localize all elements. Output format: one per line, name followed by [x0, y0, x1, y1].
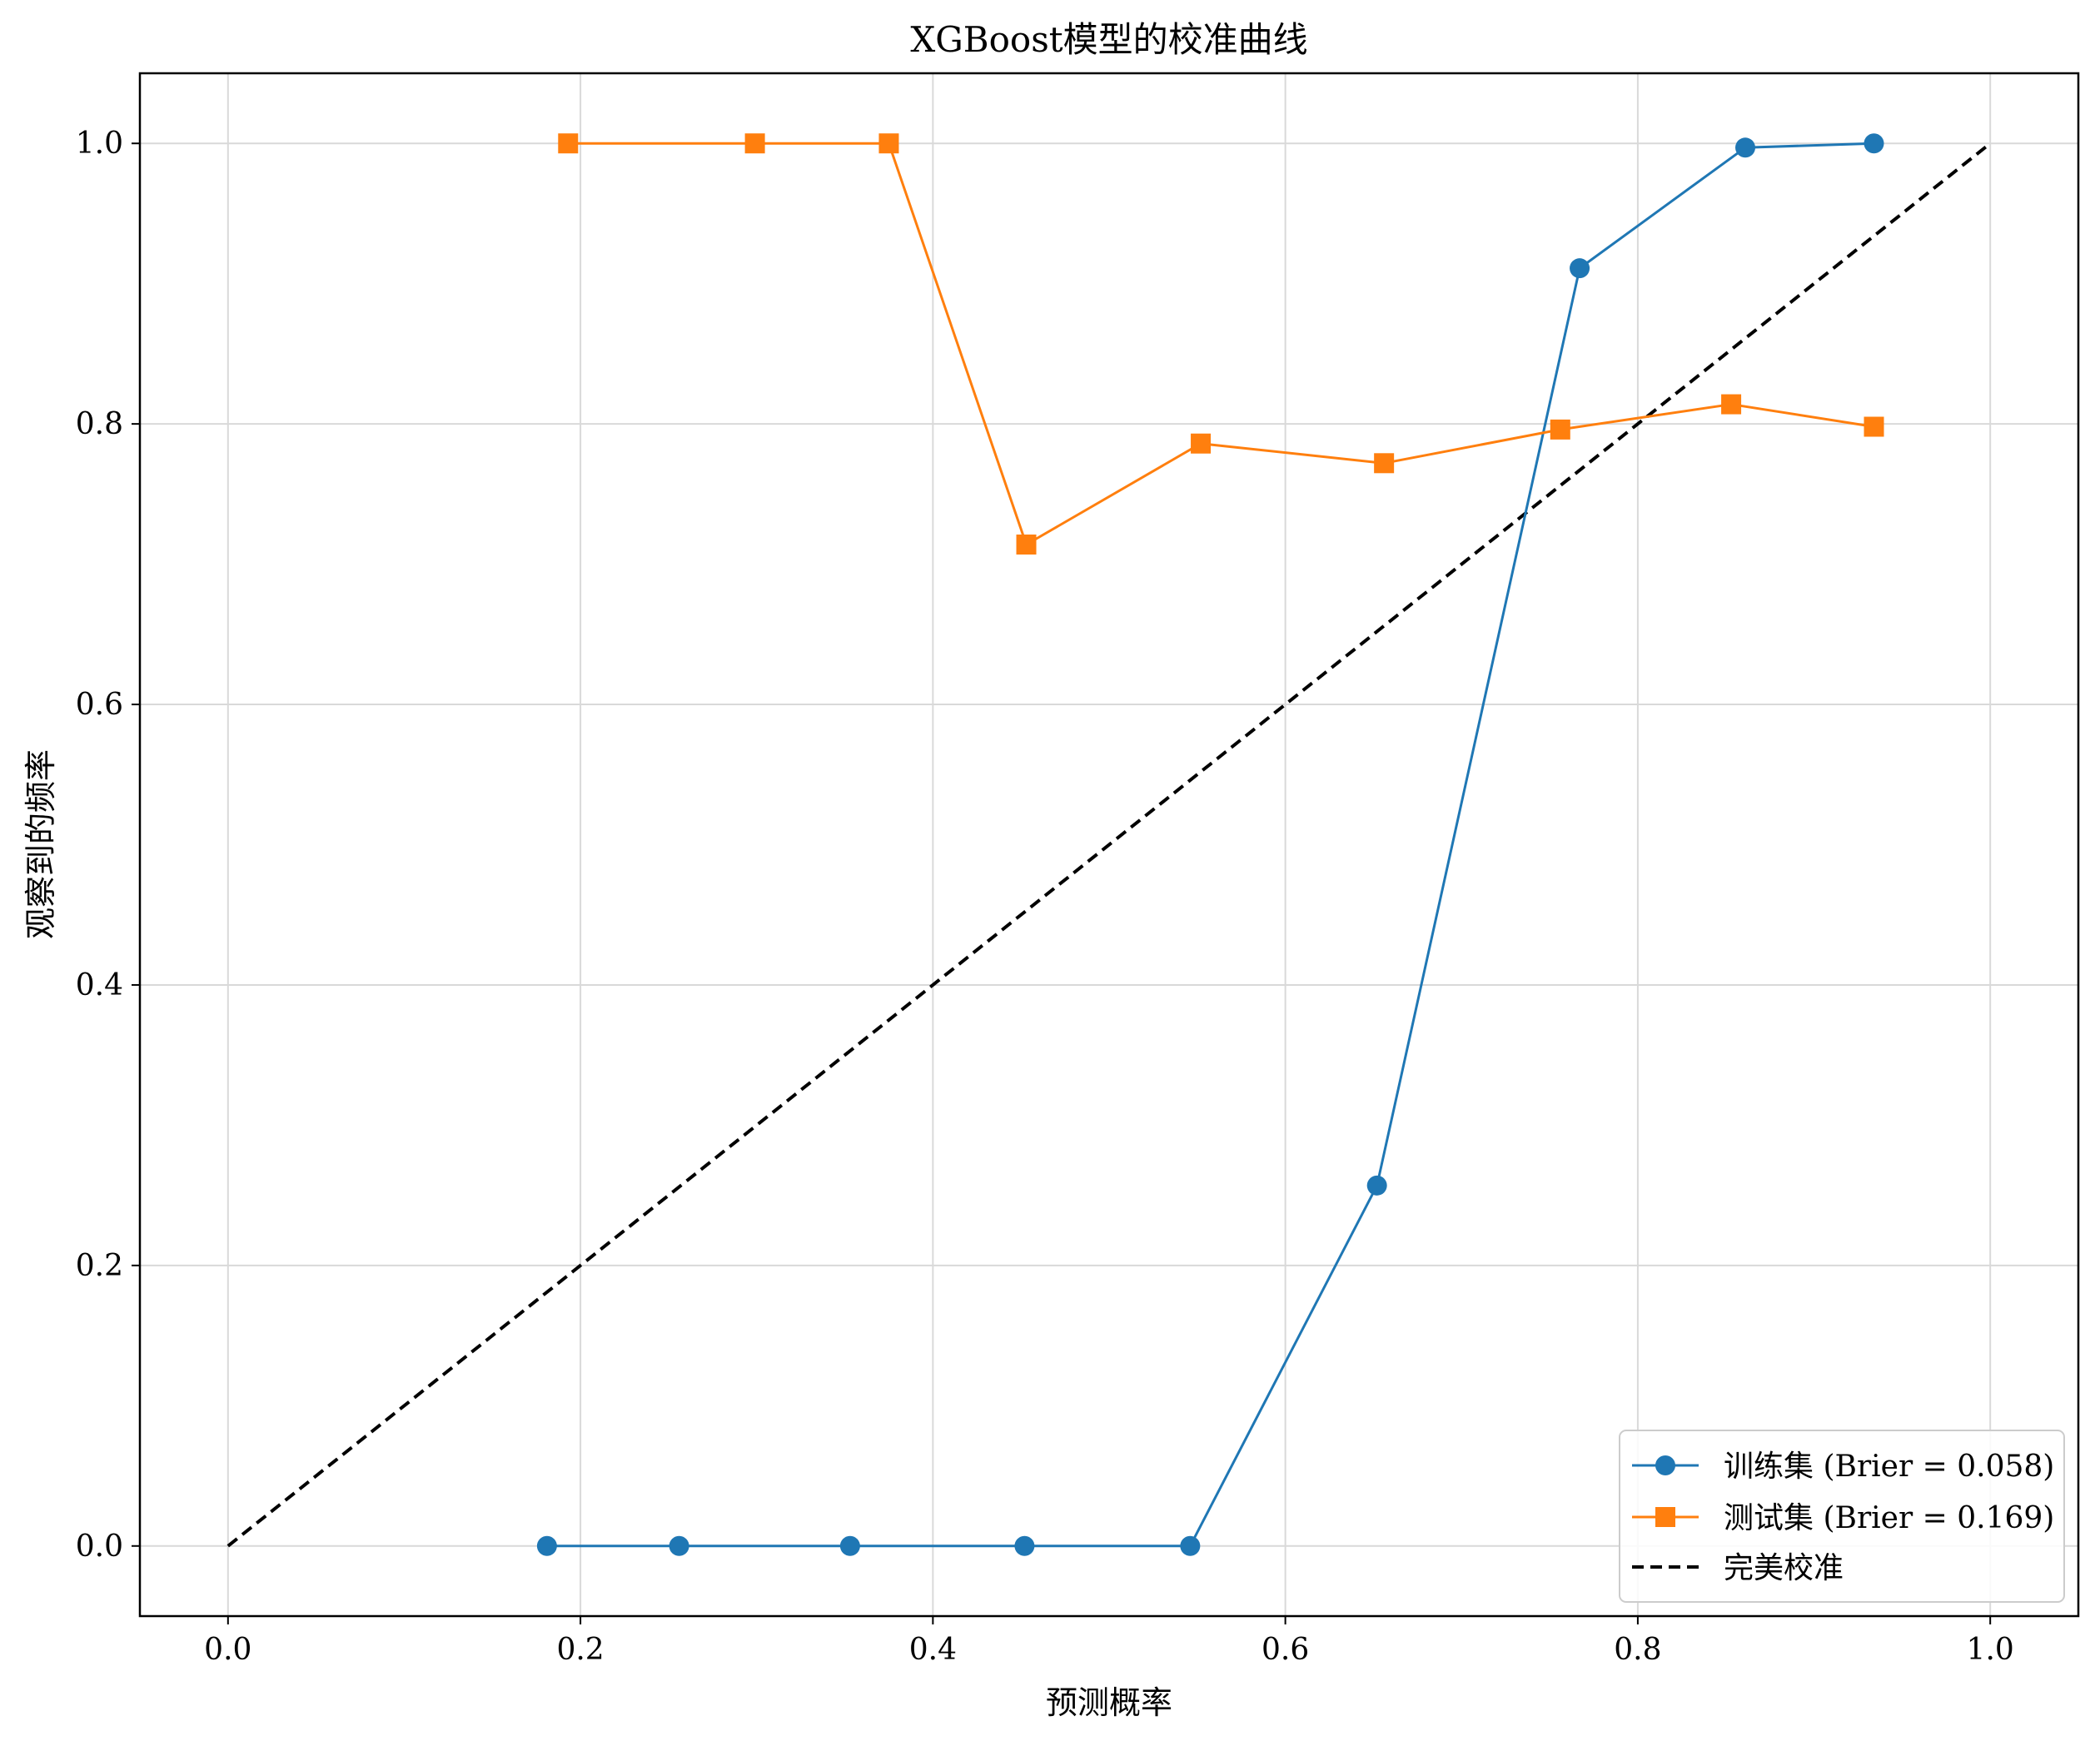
- series-test-point: [1864, 416, 1884, 437]
- x-axis-label: 预测概率: [1046, 1684, 1172, 1721]
- x-tick-label-2: 0.4: [909, 1633, 957, 1667]
- x-tick-label-0: 0.0: [204, 1633, 251, 1667]
- series-test-point: [878, 133, 899, 154]
- legend-frame: [1619, 1430, 2065, 1603]
- series-train-point: [536, 1535, 557, 1556]
- x-tick-label-4: 0.8: [1614, 1633, 1661, 1667]
- series-test-point: [1374, 453, 1395, 474]
- y-tick-label-0: 0.0: [76, 1530, 123, 1564]
- y-tick-label-5: 1.0: [76, 127, 123, 161]
- series-test-point: [1191, 433, 1212, 454]
- series-test-point: [1016, 535, 1037, 555]
- series-train-point: [669, 1535, 689, 1556]
- x-tick-label-1: 0.2: [556, 1633, 604, 1667]
- reference-line-perfect-calibration: [226, 142, 1992, 1548]
- series-train-point: [839, 1535, 860, 1556]
- ticks: 0.0 0.2 0.4 0.6 0.8 1.0 0.0 0.2 0.4 0.6 0.8 1.0: [76, 127, 2014, 1667]
- series-test: [558, 133, 1884, 555]
- series-train-point: [1735, 137, 1756, 158]
- y-tick-label-2: 0.4: [76, 968, 123, 1002]
- series-train-point: [1180, 1535, 1201, 1556]
- series-test-point: [1550, 419, 1570, 440]
- plot-frame: [138, 72, 2080, 1618]
- y-tick-label-3: 0.6: [76, 688, 123, 722]
- legend-test-marker: [1655, 1507, 1675, 1527]
- reference-line-layer: [226, 142, 1992, 1548]
- x-tick-label-5: 1.0: [1967, 1633, 2014, 1667]
- y-axis-label: 观察到的频率: [22, 749, 59, 939]
- legend-test-label: 测试集 (Brier = 0.169): [1724, 1501, 2054, 1535]
- x-tick-label-3: 0.6: [1261, 1633, 1309, 1667]
- y-tick-label-4: 0.8: [76, 407, 123, 441]
- legend-reference-label: 完美校准: [1724, 1551, 1844, 1585]
- series-train-point: [1366, 1175, 1387, 1196]
- series-train-point: [1570, 258, 1590, 279]
- chart-title: XGBoost模型的校准曲线: [910, 19, 1307, 60]
- y-tick-label-1: 0.2: [76, 1249, 123, 1283]
- series-test-point: [558, 133, 579, 154]
- legend-train-marker: [1655, 1455, 1675, 1475]
- series-train-point: [1864, 133, 1884, 154]
- series-test-point: [744, 133, 765, 154]
- series-train-point: [1014, 1535, 1035, 1556]
- series-layer: [536, 133, 1884, 1556]
- legend: 训练集 (Brier = 0.058) 测试集 (Brier = 0.169) …: [1619, 1430, 2065, 1603]
- series-test-point: [1721, 394, 1742, 415]
- legend-train-label: 训练集 (Brier = 0.058): [1724, 1450, 2054, 1484]
- series-train: [536, 133, 1884, 1556]
